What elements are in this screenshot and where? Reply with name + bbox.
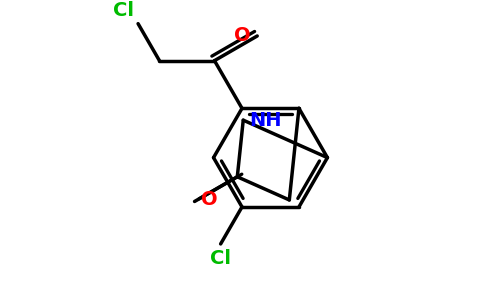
Text: O: O <box>234 26 251 46</box>
Text: NH: NH <box>249 111 281 130</box>
Text: Cl: Cl <box>113 1 134 20</box>
Text: Cl: Cl <box>210 249 231 268</box>
Text: O: O <box>201 190 218 209</box>
